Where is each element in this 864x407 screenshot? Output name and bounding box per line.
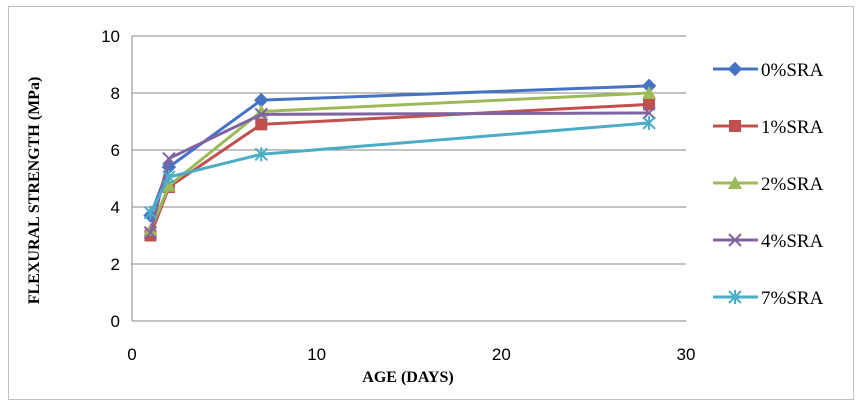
data-point: [162, 170, 176, 185]
data-point: [162, 151, 176, 166]
gridlines: [132, 35, 686, 322]
legend-item: 2%SRA: [713, 174, 824, 195]
data-point: [643, 98, 656, 111]
y-tick-label: 0: [111, 312, 120, 331]
series-1pct-sra: [144, 98, 656, 242]
legend-label: 2%SRA: [761, 174, 824, 195]
y-axis-title: FLEXURAL STRENGTH (MPa): [26, 77, 43, 305]
data-point: [143, 205, 158, 220]
x-tick-label: 30: [677, 345, 696, 364]
data-point: [642, 86, 657, 99]
x-axis-title: AGE (DAYS): [362, 369, 453, 386]
y-tick-label: 2: [111, 255, 120, 274]
x-tick-label: 0: [127, 345, 136, 364]
legend: 0%SRA 1%SRA 2%SRA 4%SRA 7%SRA: [713, 60, 824, 309]
legend-marker: [728, 176, 742, 189]
series-4pct-sra: [143, 106, 656, 240]
series-layer: [143, 78, 657, 242]
chart-frame: [8, 6, 854, 400]
axes: 0 2 4 6 8 10 0 10 20 30: [101, 27, 695, 364]
legend-item: 1%SRA: [713, 117, 824, 138]
data-point: [642, 106, 656, 120]
legend-item: 0%SRA: [713, 60, 824, 81]
series-line: [149, 111, 650, 234]
marker-stroke: [642, 106, 656, 120]
x-tick-label: 10: [307, 345, 326, 364]
x-tick-label: 20: [492, 345, 511, 364]
legend-item: 4%SRA: [713, 231, 824, 252]
series-2pct-sra: [143, 86, 657, 236]
series-line: [149, 121, 650, 214]
data-point: [254, 107, 268, 122]
marker-stroke: [162, 151, 176, 166]
data-point: [161, 178, 176, 192]
marker-stroke: [254, 107, 268, 122]
legend-label: 4%SRA: [761, 231, 824, 252]
y-tick-label: 4: [111, 198, 120, 217]
series-line: [149, 91, 650, 231]
data-point: [642, 115, 656, 130]
y-tick-label: 10: [101, 27, 120, 46]
legend-marker: [729, 120, 741, 132]
legend-item: 7%SRA: [713, 288, 824, 309]
series-line: [149, 102, 650, 237]
data-point: [255, 118, 268, 131]
y-tick-label: 6: [111, 141, 120, 160]
series-7pct-sra: [143, 115, 656, 220]
marker-stroke: [143, 225, 158, 240]
legend-label: 7%SRA: [761, 288, 824, 309]
data-point: [254, 147, 268, 162]
legend-marker: [728, 233, 742, 247]
legend-marker: [728, 290, 742, 304]
legend-label: 1%SRA: [761, 117, 824, 138]
data-point: [143, 225, 158, 240]
legend-label: 0%SRA: [761, 60, 824, 81]
marker-stroke: [728, 233, 742, 247]
legend-marker: [727, 61, 743, 77]
y-tick-label: 8: [111, 84, 120, 103]
